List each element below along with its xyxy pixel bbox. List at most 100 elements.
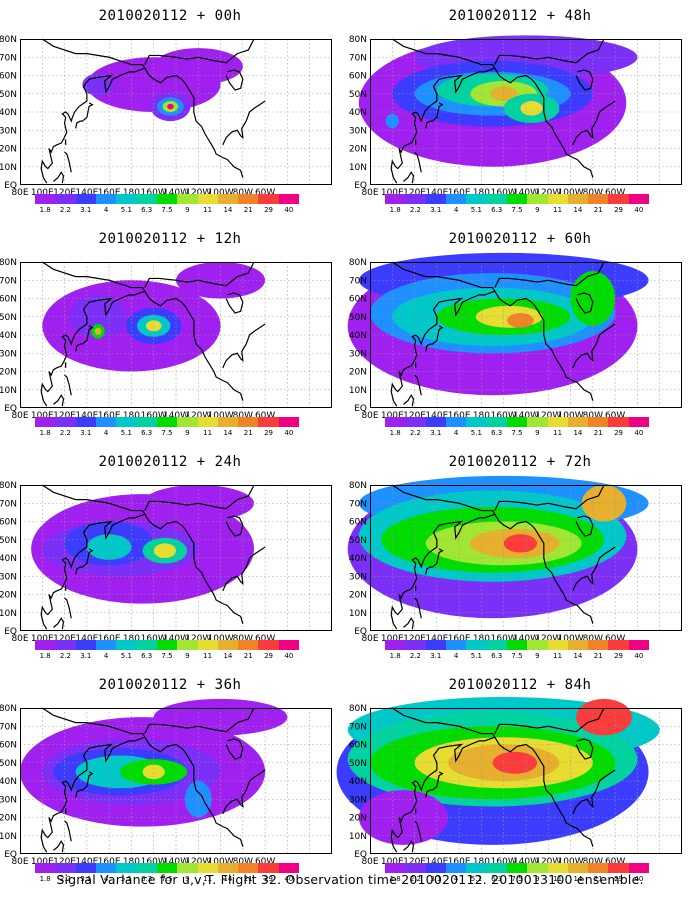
coastlines [40, 38, 266, 184]
legend-swatch [486, 640, 507, 650]
lat-tick-label: 70N [0, 499, 17, 509]
lon-tick-label: 160W [141, 188, 167, 198]
lat-tick-label: 10N [0, 609, 17, 619]
signal-contour-blob [503, 534, 538, 553]
legend-label: 7.5 [161, 875, 173, 883]
legend-swatch [506, 417, 528, 427]
legend-swatch [136, 417, 157, 427]
lon-tick-label: 100W [208, 634, 234, 644]
map-panel: 2010020112 + 72h EQ 10N 20N 30N 40N 50N 60N 70N 8… [347, 446, 690, 671]
lat-tick-label: 40N [349, 108, 367, 118]
lat-tick-label: EQ [354, 627, 367, 637]
legend-label: 14 [223, 652, 233, 660]
lon-tick-label: 160W [491, 411, 517, 421]
legend-label: 14 [573, 429, 583, 437]
lon-tick-label: 100W [558, 411, 584, 421]
lat-tick-label: 20N [0, 145, 17, 155]
legend-label: 6.3 [141, 875, 153, 883]
lat-tick-label: 60N [349, 518, 367, 528]
lon-tick-label: 60W [255, 411, 275, 421]
lat-tick-label: 50N [349, 759, 367, 769]
legend-label: 14 [573, 875, 583, 883]
lon-tick-label: 160E [98, 411, 121, 421]
legend-swatch [116, 194, 137, 204]
legend-label: 3.1 [80, 206, 92, 214]
legend-swatch [197, 640, 218, 650]
legend-labels: 1.8 2.2 3.1 4 5.1 6.3 7.5 9 11 14 21 29 40 [385, 429, 649, 441]
legend-swatch [588, 640, 609, 650]
lat-tick-label: 80N [349, 35, 367, 45]
legend-colorbar [35, 863, 300, 873]
map-grid [370, 708, 682, 854]
legend-swatch [567, 640, 589, 650]
lat-tick-label: 10N [349, 386, 367, 396]
legend-swatch [55, 640, 76, 650]
lon-tick-label: 100W [208, 411, 234, 421]
lat-tick-label: 20N [0, 591, 17, 601]
lat-tick-label: 60N [349, 741, 367, 751]
map-frame [370, 485, 682, 631]
lat-tick-label: 30N [349, 349, 367, 359]
lat-tick-label: 40N [0, 777, 17, 787]
legend-swatch [466, 863, 487, 873]
legend-label: 21 [243, 652, 253, 660]
lon-tick-label: 100E [31, 634, 54, 644]
lon-tick-label: 80E [361, 188, 378, 198]
coastlines [390, 38, 616, 184]
legend-swatch [445, 417, 467, 427]
legend-label: 29 [264, 206, 273, 214]
legend-swatch [156, 863, 178, 873]
legend-label: 40 [284, 206, 294, 214]
lat-tick-label: 20N [0, 368, 17, 378]
lon-tick-label: 80E [11, 188, 28, 198]
legend-swatch [177, 417, 198, 427]
lat-tick-label: EQ [354, 181, 367, 191]
legend-label: 11 [553, 875, 563, 883]
map-frame [370, 39, 682, 185]
signal-contour-blob [86, 534, 132, 560]
lat-tick-label: 30N [0, 572, 17, 582]
legend-label: 1.8 [39, 206, 51, 214]
figure-caption: Signal Variance for u,v,T. Flight 32. Ob… [56, 872, 644, 887]
legend-swatch [75, 863, 96, 873]
legend-label: 4 [103, 652, 109, 660]
lon-tick-label: 140E [425, 634, 448, 644]
legend-labels: 1.8 2.2 3.1 4 5.1 6.3 7.5 9 11 14 21 29 40 [35, 875, 299, 887]
color-legend: 1.8 2.2 3.1 4 5.1 6.3 7.5 9 11 14 21 29 40 [385, 194, 650, 224]
legend-label: 14 [223, 206, 233, 214]
color-legend: 1.8 2.2 3.1 4 5.1 6.3 7.5 9 11 14 21 29 40 [385, 640, 650, 670]
legend-label: 1.8 [39, 429, 51, 437]
legend-swatch [136, 194, 157, 204]
lon-tick-label: 180 [473, 857, 490, 867]
legend-label: 1.8 [389, 875, 401, 883]
signal-contour-blob [153, 543, 177, 558]
lat-tick-label: 70N [0, 722, 17, 732]
lon-tick-label: 160E [448, 411, 471, 421]
legend-swatch [156, 417, 178, 427]
lat-tick-label: 70N [0, 53, 17, 63]
lat-tick-label: 40N [0, 554, 17, 564]
lon-tick-label: 120W [185, 634, 211, 644]
legend-swatch [527, 417, 548, 427]
map-frame [20, 708, 332, 854]
lon-tick-label: 140E [425, 188, 448, 198]
legend-label: 21 [593, 875, 603, 883]
lon-tick-label: 100W [558, 634, 584, 644]
legend-label: 4 [453, 875, 459, 883]
lon-tick-label: 140E [425, 857, 448, 867]
legend-swatch [217, 640, 239, 650]
panel-title: 2010020112 + 00h [98, 8, 242, 24]
legend-label: 29 [264, 652, 273, 660]
legend-labels: 1.8 2.2 3.1 4 5.1 6.3 7.5 9 11 14 21 29 40 [35, 206, 299, 218]
lon-tick-label: 120E [403, 857, 426, 867]
lat-tick-label: 50N [0, 313, 17, 323]
legend-swatch [486, 863, 507, 873]
map-frame [370, 708, 682, 854]
legend-label: 14 [573, 652, 583, 660]
legend-label: 7.5 [511, 206, 523, 214]
legend-label: 9 [185, 429, 190, 437]
legend-swatch [506, 863, 528, 873]
lat-tick-label: 70N [349, 722, 367, 732]
legend-swatch [177, 863, 198, 873]
